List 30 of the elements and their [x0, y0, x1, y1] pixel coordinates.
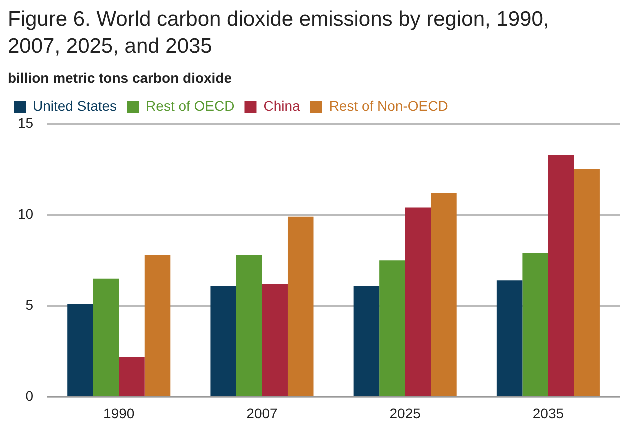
bar [144, 255, 171, 396]
bar [574, 170, 600, 396]
x-tick-label: 1990 [104, 405, 135, 422]
y-tick-label: 5 [26, 296, 34, 313]
legend-label: Rest of Non-OECD [329, 98, 448, 114]
bar [431, 193, 457, 396]
x-tick-label: 2007 [246, 405, 278, 422]
y-tick-label: 0 [26, 388, 34, 404]
bar [405, 208, 432, 396]
bar [380, 260, 406, 396]
bar [262, 284, 288, 396]
legend-label: United States [33, 98, 118, 114]
chart-title: Figure 6. World carbon dioxide emissions by region, 1990, 2007, 2025, and 2035 [8, 7, 550, 60]
x-tick-label: 2035 [532, 405, 564, 422]
x-tick-label: 2025 [390, 405, 422, 422]
legend-label: China [264, 98, 301, 114]
bar [548, 154, 574, 396]
legend-label: Rest of OECD [146, 98, 235, 114]
bar [93, 278, 120, 396]
bar [119, 357, 145, 396]
bar [236, 255, 262, 396]
bar [68, 304, 94, 396]
bar [288, 216, 314, 396]
y-axis-title: billion metric tons carbon dioxide [8, 70, 232, 86]
y-tick-label: 10 [18, 206, 34, 222]
y-tick-label: 15 [18, 114, 34, 131]
bar [522, 253, 548, 396]
bar [496, 280, 523, 396]
bar [354, 286, 380, 396]
bar [210, 286, 236, 396]
